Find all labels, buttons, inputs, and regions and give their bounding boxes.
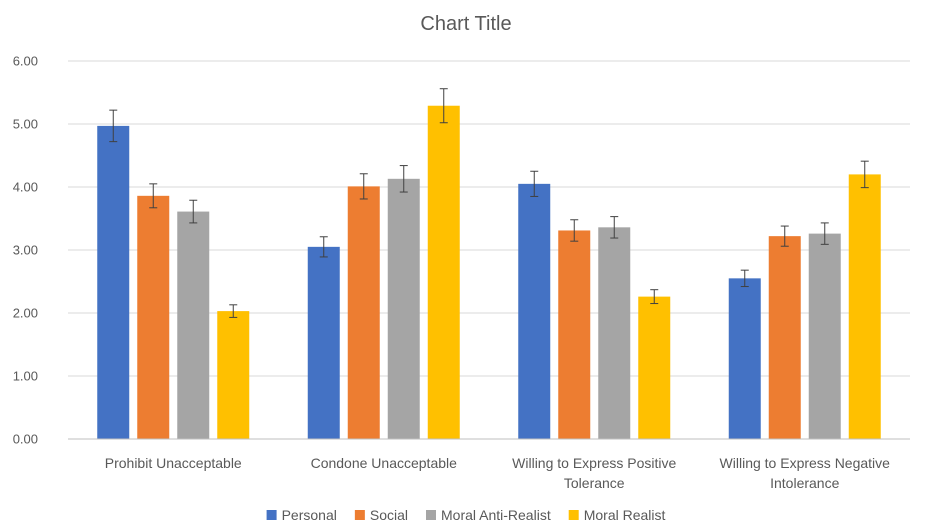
- error-bar: [229, 304, 238, 318]
- bar-personal: [518, 183, 551, 439]
- error-bar: [820, 222, 829, 245]
- bar-moral-anti-realist: [808, 233, 841, 439]
- bar-social: [347, 186, 380, 439]
- y-tick-label: 6.00: [13, 54, 38, 69]
- error-bar: [109, 109, 118, 143]
- error-bar: [860, 160, 869, 189]
- legend-item: Personal: [266, 507, 337, 523]
- x-category-label: Prohibit Unacceptable: [105, 455, 242, 471]
- legend-swatch: [266, 510, 277, 520]
- error-bar: [399, 165, 408, 193]
- error-bar: [780, 225, 789, 247]
- error-bar: [530, 170, 539, 197]
- bar-personal: [728, 278, 761, 439]
- error-bar: [319, 236, 328, 258]
- legend-item: Moral Anti-Realist: [426, 507, 551, 523]
- y-tick-label: 2.00: [13, 306, 38, 321]
- x-category-label: Condone Unacceptable: [311, 455, 458, 471]
- bar-social: [768, 236, 801, 439]
- bar-moral-realist: [217, 311, 250, 439]
- legend-label: Social: [370, 507, 408, 523]
- x-category-label: Tolerance: [564, 475, 625, 491]
- x-category-label: Willing to Express Positive: [512, 455, 676, 471]
- error-bar: [650, 289, 659, 305]
- y-axis-ticks: 0.00 1.00 2.00 3.00 4.00 5.00 6.00: [13, 54, 38, 447]
- bar-moral-anti-realist: [387, 178, 420, 439]
- error-bars: [109, 88, 869, 318]
- bar-moral-realist: [848, 174, 881, 439]
- error-bar: [359, 173, 368, 200]
- chart-title: Chart Title: [420, 13, 511, 35]
- legend-label: Moral Realist: [584, 507, 666, 523]
- bar-personal: [307, 246, 340, 439]
- error-bar: [439, 88, 448, 124]
- bar-social: [558, 230, 591, 439]
- bar-personal: [97, 125, 130, 439]
- y-tick-label: 0.00: [13, 432, 38, 447]
- legend: Personal Social Moral Anti-Realist Moral Re…: [266, 507, 666, 523]
- legend-swatch: [354, 510, 365, 520]
- bar-moral-realist: [427, 105, 460, 439]
- y-tick-label: 3.00: [13, 243, 38, 258]
- legend-item: Social: [354, 507, 408, 523]
- x-category-label: Willing to Express Negative: [720, 455, 891, 471]
- error-bar: [570, 219, 579, 242]
- legend-swatch: [568, 510, 579, 520]
- y-tick-label: 1.00: [13, 369, 38, 384]
- legend-label: Personal: [282, 507, 337, 523]
- error-bar: [740, 269, 749, 288]
- y-tick-label: 4.00: [13, 180, 38, 195]
- legend-item: Moral Realist: [568, 507, 666, 523]
- bar-moral-anti-realist: [177, 211, 210, 439]
- x-axis-category-labels: Prohibit Unacceptable Condone Unacceptabl…: [105, 455, 890, 491]
- y-tick-label: 5.00: [13, 117, 38, 132]
- legend-label: Moral Anti-Realist: [441, 507, 551, 523]
- error-bar: [149, 183, 158, 209]
- error-bar: [189, 199, 198, 224]
- bars: [97, 105, 881, 439]
- x-category-label: Intolerance: [770, 475, 839, 491]
- bar-social: [137, 195, 170, 439]
- bar-moral-realist: [638, 296, 671, 439]
- error-bar: [610, 216, 619, 239]
- bar-moral-anti-realist: [598, 227, 631, 439]
- legend-swatch: [426, 510, 436, 520]
